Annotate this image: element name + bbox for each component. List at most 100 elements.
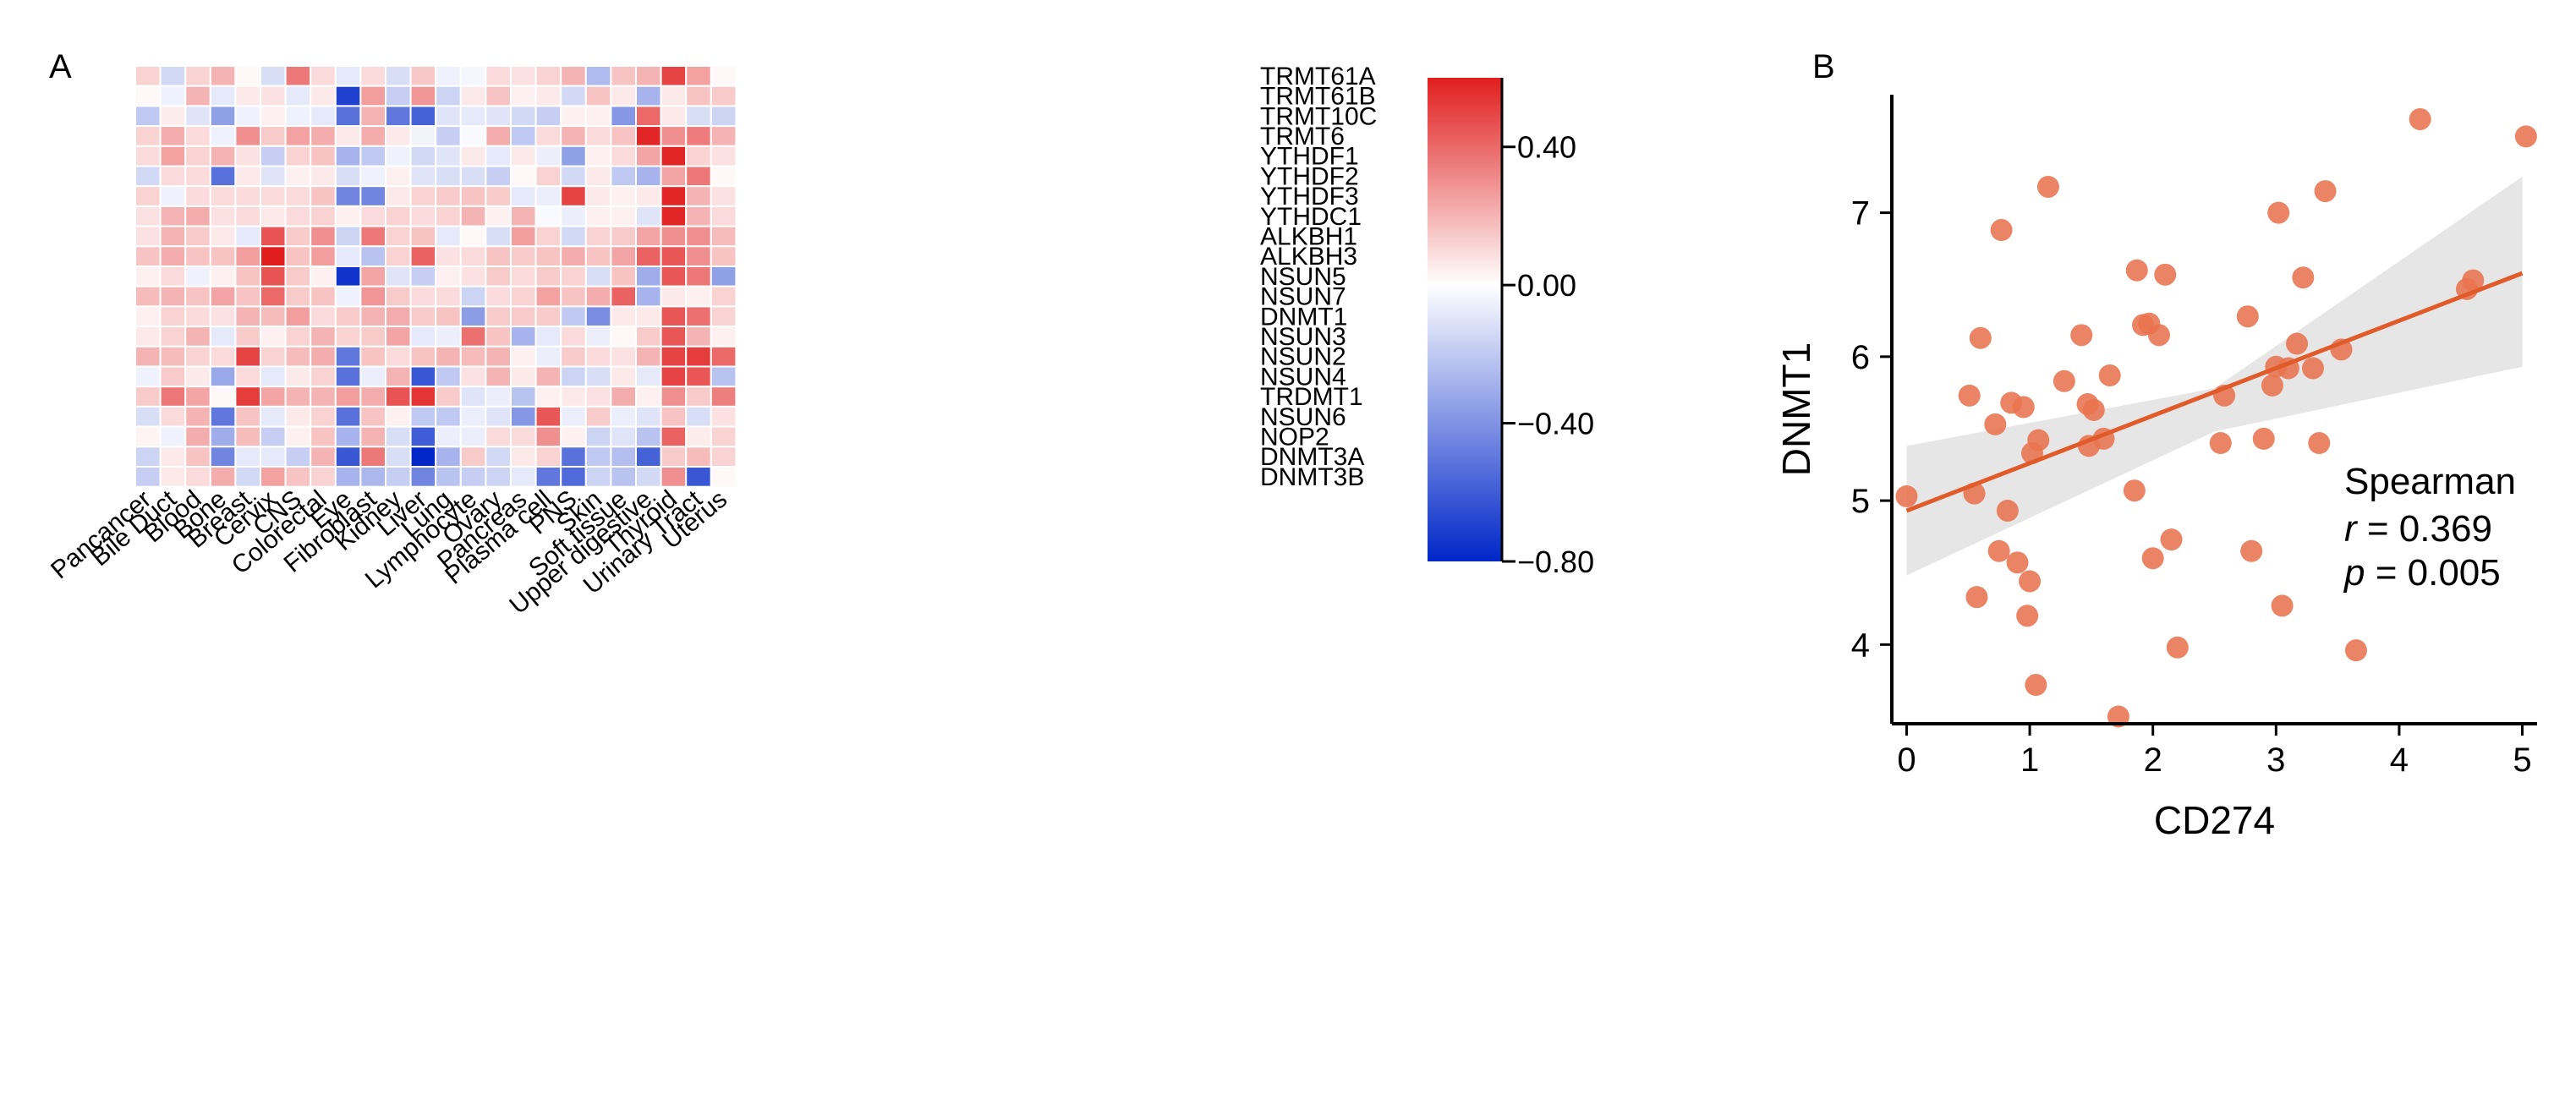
heatmap-cell xyxy=(710,145,737,167)
heatmap-cell xyxy=(534,305,562,328)
heatmap-cell xyxy=(184,326,211,348)
heatmap-cell xyxy=(385,285,412,308)
colorbar-tick-label: −0.40 xyxy=(1517,407,1594,441)
heatmap-cell xyxy=(485,65,512,87)
scatter-point xyxy=(2082,398,2105,421)
heatmap-cell xyxy=(409,225,437,248)
heatmap-cell xyxy=(310,165,337,188)
heatmap-cell xyxy=(385,245,412,267)
heatmap-cell xyxy=(510,345,537,368)
heatmap-cell xyxy=(409,425,437,448)
heatmap-cell xyxy=(260,245,287,267)
heatmap-cell xyxy=(209,165,237,188)
scatter-point xyxy=(2236,305,2259,328)
heatmap-cell xyxy=(260,466,287,488)
heatmap-cell xyxy=(510,425,537,448)
heatmap-cell xyxy=(209,105,237,128)
heatmap-cell xyxy=(234,386,261,408)
heatmap-row-label: NSUN3 xyxy=(1260,323,1346,351)
heatmap-cell xyxy=(610,105,638,128)
scatter-point xyxy=(2409,107,2431,130)
heatmap-cell xyxy=(610,446,638,468)
heatmap-cell xyxy=(534,85,562,107)
heatmap-cell xyxy=(560,386,587,408)
heatmap-cell xyxy=(234,265,261,287)
heatmap-cell xyxy=(134,265,162,287)
heatmap-row-label: YTHDF2 xyxy=(1260,162,1359,190)
heatmap-cell xyxy=(560,65,587,87)
heatmap-cell xyxy=(385,85,412,107)
heatmap-cell xyxy=(284,85,312,107)
heatmap-cell xyxy=(359,425,386,448)
heatmap-cell xyxy=(234,225,261,248)
heatmap-cell xyxy=(409,105,437,128)
heatmap-cell xyxy=(534,386,562,408)
heatmap-cell xyxy=(284,425,312,448)
heatmap-cell xyxy=(310,245,337,267)
heatmap-cell xyxy=(485,285,512,308)
heatmap-cell xyxy=(635,405,662,428)
heatmap-cell xyxy=(310,65,337,87)
heatmap-cell xyxy=(209,365,237,388)
heatmap-cell xyxy=(560,425,587,448)
heatmap-cell xyxy=(184,85,211,107)
heatmap-cell xyxy=(310,405,337,428)
heatmap-cell xyxy=(134,405,162,428)
heatmap-cell xyxy=(660,446,688,468)
heatmap-cell xyxy=(510,326,537,348)
heatmap-cell xyxy=(385,405,412,428)
heatmap-cell xyxy=(584,205,612,227)
heatmap-cell xyxy=(685,446,712,468)
heatmap-cell xyxy=(560,446,587,468)
heatmap-cell xyxy=(510,466,537,488)
heatmap-cell xyxy=(485,125,512,147)
heatmap-cell xyxy=(134,466,162,488)
heatmap-cell xyxy=(334,285,362,308)
heatmap-cell xyxy=(184,345,211,368)
scatter-point xyxy=(1895,485,1918,508)
heatmap-cell xyxy=(485,185,512,207)
heatmap-cell xyxy=(685,105,712,128)
heatmap-cell xyxy=(334,205,362,227)
heatmap-cell xyxy=(159,285,187,308)
heatmap-cell xyxy=(184,365,211,388)
heatmap-cell xyxy=(685,145,712,167)
heatmap-cell xyxy=(459,425,487,448)
heatmap-cell xyxy=(710,125,737,147)
heatmap-cell xyxy=(409,305,437,328)
heatmap-cell xyxy=(534,245,562,267)
heatmap-cell xyxy=(284,386,312,408)
heatmap-cell xyxy=(334,105,362,128)
heatmap-cell xyxy=(359,225,386,248)
heatmap-cell xyxy=(610,185,638,207)
heatmap-cell xyxy=(534,185,562,207)
x-axis-label: CD274 xyxy=(2154,798,2275,842)
scatter-points xyxy=(1895,107,2537,728)
heatmap-cell xyxy=(334,466,362,488)
heatmap-cell xyxy=(284,225,312,248)
heatmap-cell xyxy=(710,305,737,328)
heatmap-cell xyxy=(610,345,638,368)
heatmap-cell xyxy=(134,305,162,328)
heatmap-cell xyxy=(435,205,462,227)
heatmap-cell xyxy=(134,386,162,408)
heatmap-cell xyxy=(685,85,712,107)
heatmap-cell xyxy=(435,225,462,248)
heatmap-cell xyxy=(234,85,261,107)
x-tick-label: 2 xyxy=(2144,742,2162,779)
heatmap-cell xyxy=(359,105,386,128)
heatmap-cell xyxy=(610,405,638,428)
colorbar-gradient xyxy=(1428,78,1502,561)
heatmap-cell xyxy=(610,466,638,488)
heatmap-cell xyxy=(359,305,386,328)
heatmap-cell xyxy=(560,466,587,488)
scatter-point xyxy=(2125,259,2148,282)
heatmap-row-label: YTHDF1 xyxy=(1260,143,1359,171)
heatmap-cell xyxy=(159,185,187,207)
heatmap-cell xyxy=(359,405,386,428)
heatmap-cell xyxy=(184,105,211,128)
heatmap-cell xyxy=(334,305,362,328)
heatmap-cell xyxy=(260,345,287,368)
heatmap-cell xyxy=(209,65,237,87)
heatmap-cell xyxy=(209,345,237,368)
